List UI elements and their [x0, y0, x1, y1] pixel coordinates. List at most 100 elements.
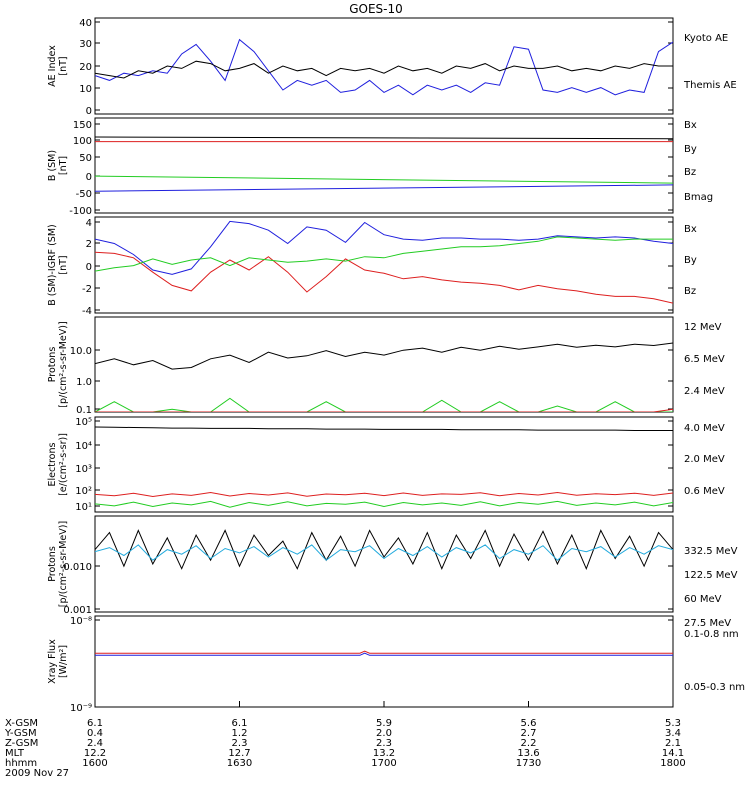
series-line-bx — [95, 220, 673, 275]
legend-entry: By — [684, 255, 697, 266]
plot-frame — [94, 216, 674, 314]
legend-entry: 60 MeV — [684, 594, 722, 605]
y-tick-label: 10 — [79, 84, 92, 95]
y-tick-label: 10.0 — [70, 346, 92, 357]
series-line-2-4-mev — [95, 342, 673, 370]
y-tick-label: 50 — [79, 153, 92, 164]
y-axis-label: [nT] — [58, 56, 69, 75]
legend-entry: 12 MeV — [684, 322, 722, 333]
panel-4: 10.0 1.0 0.1 Protons [p/(cm²-s-sr-MeV)] 12 Me… — [47, 316, 725, 416]
ephem-value: 1730 — [516, 758, 541, 769]
ephem-value: 5.9 — [376, 718, 392, 729]
y-tick-label: -100 — [69, 206, 92, 217]
ephem-label: Y-GSM — [4, 728, 37, 739]
y-tick-label: 10¹ — [75, 502, 92, 513]
panel-3: 4 2 0 -2 -4 B (SM)-IGRF (SM) [nT] Bx By Bz — [47, 216, 697, 317]
plot-frame — [94, 316, 674, 413]
ephem-value: 13.6 — [517, 748, 539, 759]
series-line-bmag — [95, 136, 673, 140]
ephem-value: 12.7 — [228, 748, 250, 759]
ephem-value: 3.4 — [665, 728, 681, 739]
x-ticks — [94, 701, 674, 707]
y-axis-label: AE Index — [47, 45, 58, 87]
series-line-0-6-mev — [95, 426, 673, 431]
plot-frame — [94, 17, 674, 115]
legend-entry: 2.0 MeV — [684, 454, 725, 465]
ephem-value: 13.2 — [373, 748, 395, 759]
y-tick-label: 0.1 — [76, 405, 92, 416]
panel-1: 40 30 20 10 0 AE Index [nT] Kyoto AE Themis AE — [47, 17, 737, 117]
y-tick-label: 10⁴ — [75, 441, 92, 452]
y-axis-label: [W/m²] — [58, 645, 69, 678]
y-axis-label: Protons — [47, 347, 58, 383]
ephem-value: 2.1 — [665, 738, 681, 749]
legend-entry: 6.5 MeV — [684, 354, 725, 365]
ephem-date: 2009 Nov 27 — [5, 768, 69, 779]
series-line-6-5-mev — [95, 397, 673, 412]
y-tick-label: 10² — [75, 486, 92, 497]
ephem-value: 2.0 — [376, 728, 392, 739]
panel-5: 10⁵ 10⁴ 10³ 10² 10¹ Electrons [e/(cm²-s-sr)] 4.… — [47, 416, 725, 513]
y-tick-label: -50 — [76, 189, 92, 200]
ephem-value: 1.2 — [232, 728, 248, 739]
series-line-4-0-mev — [95, 491, 673, 498]
y-axis-label: [nT] — [58, 255, 69, 274]
ephem-value: 12.2 — [84, 748, 106, 759]
plot-frame — [94, 117, 674, 214]
y-tick-label: 10⁻⁹ — [70, 703, 92, 714]
series-line-60-mev — [95, 544, 673, 561]
legend-entry: Bmag — [684, 192, 713, 203]
legend-entry: 4.0 MeV — [684, 423, 725, 434]
y-tick-label: -4 — [82, 306, 92, 317]
series-line-by — [95, 236, 673, 272]
figure-title: GOES-10 — [349, 2, 403, 16]
y-tick-label: 150 — [73, 120, 92, 131]
ephem-value: 5.6 — [521, 718, 537, 729]
y-axis-label: B (SM)-IGRF (SM) — [47, 224, 58, 306]
y-axis-label: [p/(cm²-s-sr-MeV)] — [58, 521, 69, 607]
legend-entry: Themis AE — [683, 80, 737, 91]
y-tick-label: 40 — [79, 18, 92, 29]
legend-entry: 27.5 MeV — [684, 618, 731, 629]
ephem-value: 1630 — [227, 758, 252, 769]
legend-entry: 0.6 MeV — [684, 486, 725, 497]
ephem-value: 0.4 — [87, 728, 103, 739]
legend-entry: Bx — [684, 120, 697, 131]
series-line-kyoto-ae — [95, 38, 673, 96]
ephem-value: 1700 — [371, 758, 396, 769]
y-axis-label: Protons — [47, 546, 58, 582]
y-tick-label: 10⁻⁸ — [70, 616, 92, 627]
ephem-value: 6.1 — [232, 718, 248, 729]
y-tick-label: 0.010 — [63, 562, 92, 573]
series-line-bx — [95, 184, 673, 192]
ephem-label: X-GSM — [5, 718, 38, 729]
y-tick-label: 2 — [86, 239, 92, 250]
y-tick-label: 100 — [73, 136, 92, 147]
panel-7: 10⁻⁸ 10⁻⁹ Xray Flux [W/m²] 0.1-0.8 nm 0.05-0.… — [47, 615, 745, 714]
ephem-value: 2.7 — [521, 728, 537, 739]
y-axis-label: Electrons — [47, 442, 58, 486]
ephem-value: 14.1 — [662, 748, 684, 759]
ephem-label: Z-GSM — [5, 738, 38, 749]
y-tick-label: 0 — [86, 172, 92, 183]
ephem-label: hhmm — [5, 758, 37, 769]
y-axis-label: [p/(cm²-s-sr-MeV)] — [58, 321, 69, 407]
ephem-value: 1800 — [660, 758, 685, 769]
ephem-value: 2.2 — [521, 738, 537, 749]
ephem-value: 1600 — [82, 758, 107, 769]
plot-frame — [94, 615, 674, 708]
legend-entry: Bz — [684, 286, 696, 297]
ephem-value: 2.3 — [376, 738, 392, 749]
legend-entry: By — [684, 144, 697, 155]
y-tick-label: -2 — [82, 284, 92, 295]
panel-6: 0.010 0.001 Protons [p/(cm²-s-sr-MeV)] 332.5… — [47, 515, 738, 629]
legend-entry: 332.5 MeV — [684, 546, 738, 557]
series-line-bz — [95, 251, 673, 304]
series-line-by — [95, 175, 673, 184]
y-tick-label: 10³ — [75, 464, 92, 475]
ephem-value: 6.1 — [87, 718, 103, 729]
legend-entry: 0.1-0.8 nm — [684, 629, 739, 640]
series-line-themis-ae — [95, 60, 673, 79]
y-tick-label: 4 — [86, 218, 92, 229]
